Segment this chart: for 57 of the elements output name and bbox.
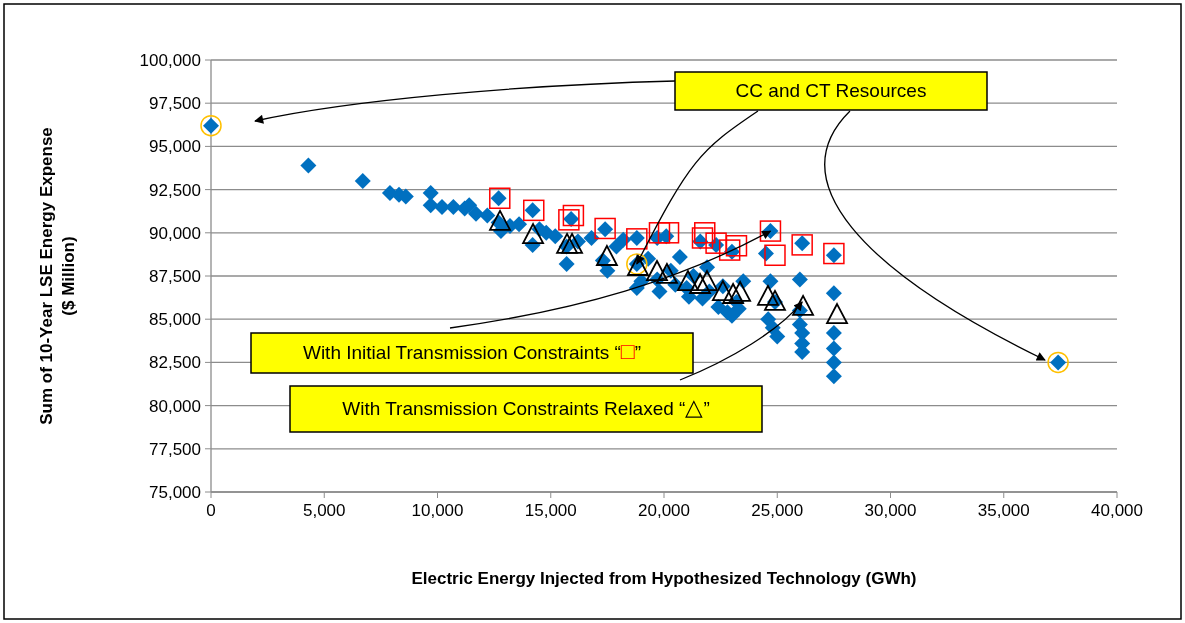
x-tick-label: 5,000: [302, 501, 346, 520]
point: [556, 233, 578, 254]
x-tick-label: 30,000: [864, 501, 917, 520]
point: [696, 270, 718, 291]
x-axis-title: Electric Energy Injected from Hypothesized Technology (GWh): [411, 569, 917, 588]
point: [594, 217, 616, 240]
x-tick-label: 40,000: [1091, 501, 1143, 520]
y-tick-label: 85,000: [149, 310, 201, 330]
point: [626, 228, 648, 250]
point: [792, 295, 814, 316]
x-tick-label: 10,000: [411, 501, 464, 520]
y-tick-label: 97,500: [149, 94, 201, 114]
point: [657, 222, 680, 244]
y-tick-label: 90,000: [149, 223, 201, 243]
y-tick-label: 80,000: [149, 396, 201, 416]
point: [522, 223, 544, 244]
y-axis-title: Sum of 10-Year LSE Energy Expense ($ Million): [37, 127, 78, 425]
point: [729, 281, 751, 302]
x-tick-label: 35,000: [977, 501, 1030, 520]
point: [596, 245, 618, 266]
point: [562, 204, 585, 227]
point: [722, 283, 744, 304]
point: [718, 239, 741, 261]
point: [677, 270, 699, 291]
x-tick-label: 0: [206, 501, 216, 520]
y-tick-label: 75,000: [149, 483, 201, 502]
point: [689, 273, 711, 294]
y-tick-label: 77,500: [149, 439, 201, 459]
point: [656, 263, 678, 284]
point: [823, 242, 845, 265]
y-tick-label: 87,500: [149, 267, 201, 286]
point: [694, 222, 716, 244]
point: [648, 222, 671, 244]
point: [523, 199, 545, 222]
annotation: CC and CT Resources: [735, 80, 927, 101]
point: [489, 187, 511, 209]
point: [711, 280, 734, 301]
point: [705, 232, 727, 254]
annotation: With Transmission Constraints Relaxed “△”: [342, 394, 710, 420]
y-tick-label: 95,000: [149, 137, 201, 157]
point: [791, 234, 813, 256]
annotation: With Initial Transmission Constraints “□”: [302, 338, 642, 364]
point: [757, 285, 779, 306]
point: [826, 303, 848, 324]
point: [725, 235, 748, 257]
x-tick-label: 15,000: [524, 501, 577, 520]
point: [489, 210, 511, 231]
point: [764, 244, 786, 267]
y-tick-label: 82,500: [149, 353, 201, 373]
point: [558, 209, 580, 231]
point: [691, 227, 714, 249]
x-tick-label: 20,000: [638, 501, 690, 520]
point: [561, 233, 583, 254]
x-tick-label: 25,000: [751, 501, 804, 520]
y-tick-label: 92,500: [149, 180, 201, 200]
point: [646, 260, 668, 281]
y-tick-label: 100,000: [139, 51, 201, 70]
